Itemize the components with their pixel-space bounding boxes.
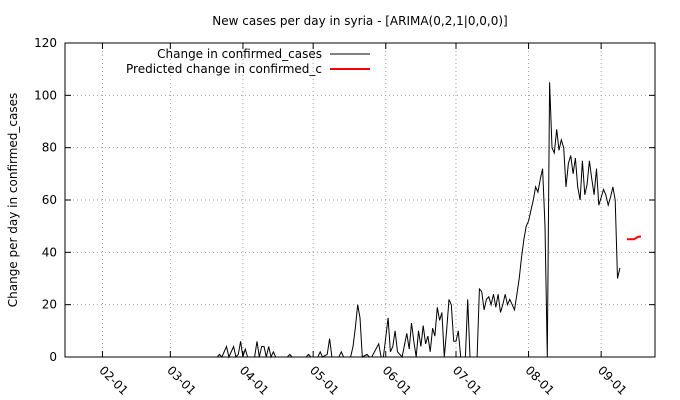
y-tick-label: 20 [42, 298, 57, 312]
y-tick-label: 40 [42, 245, 57, 259]
x-tick-label: 02-01 [96, 363, 131, 398]
series-line [626, 235, 641, 241]
y-tick-label: 0 [49, 350, 57, 364]
x-tick-label: 06-01 [380, 363, 415, 398]
x-tick-label: 07-01 [450, 363, 485, 398]
series-line [79, 82, 621, 359]
legend-label: Predicted change in confirmed_c [126, 62, 322, 76]
y-tick-label: 80 [42, 141, 57, 155]
y-axis-label: Change per day in confirmed_cases [6, 93, 20, 308]
x-tick-label: 03-01 [164, 363, 199, 398]
y-tick-label: 100 [34, 88, 57, 102]
y-tick-label: 60 [42, 193, 57, 207]
x-tick-label: 08-01 [522, 363, 557, 398]
chart-title: New cases per day in syria - [ARIMA(0,2,… [212, 14, 507, 28]
plot-border [64, 42, 656, 358]
legend-label: Change in confirmed_cases [157, 47, 322, 61]
x-tick-label: 05-01 [307, 363, 342, 398]
y-tick-label: 120 [34, 36, 57, 50]
x-tick-label: 09-01 [595, 363, 630, 398]
x-tick-label: 04-01 [237, 363, 272, 398]
